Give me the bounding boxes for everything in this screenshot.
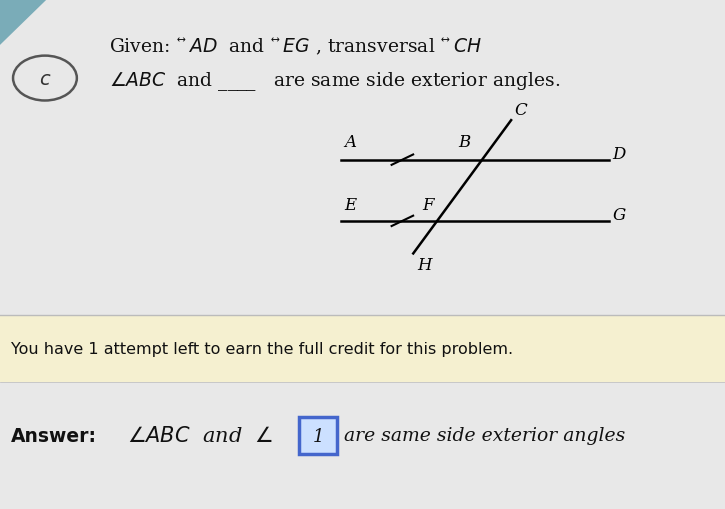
Text: F: F — [422, 196, 434, 213]
Bar — [0, 382, 725, 509]
Text: $\angle ABC$  and  $\angle$: $\angle ABC$ and $\angle$ — [127, 425, 273, 445]
Circle shape — [13, 56, 77, 101]
Text: are same side exterior angles: are same side exterior angles — [344, 426, 626, 444]
Bar — [0, 0, 725, 316]
Text: E: E — [344, 196, 357, 213]
Text: Answer:: Answer: — [11, 426, 97, 445]
FancyBboxPatch shape — [299, 417, 337, 454]
Polygon shape — [0, 0, 47, 46]
Text: A: A — [344, 134, 357, 151]
Text: 1: 1 — [312, 427, 324, 445]
Text: You have 1 attempt left to earn the full credit for this problem.: You have 1 attempt left to earn the full… — [11, 341, 513, 356]
Bar — [0, 316, 725, 382]
Text: G: G — [613, 207, 626, 224]
Text: $\angle ABC$  and ____   are same side exterior angles.: $\angle ABC$ and ____ are same side exte… — [109, 70, 560, 93]
Text: H: H — [417, 257, 431, 273]
Text: D: D — [613, 146, 626, 163]
Text: B: B — [458, 134, 470, 151]
Text: c: c — [40, 69, 50, 89]
Text: Given:  $\overleftrightarrow{AD}$  and  $\overleftrightarrow{EG}$ , transversal : Given: $\overleftrightarrow{AD}$ and $\o… — [109, 35, 481, 56]
Text: C: C — [515, 101, 528, 119]
